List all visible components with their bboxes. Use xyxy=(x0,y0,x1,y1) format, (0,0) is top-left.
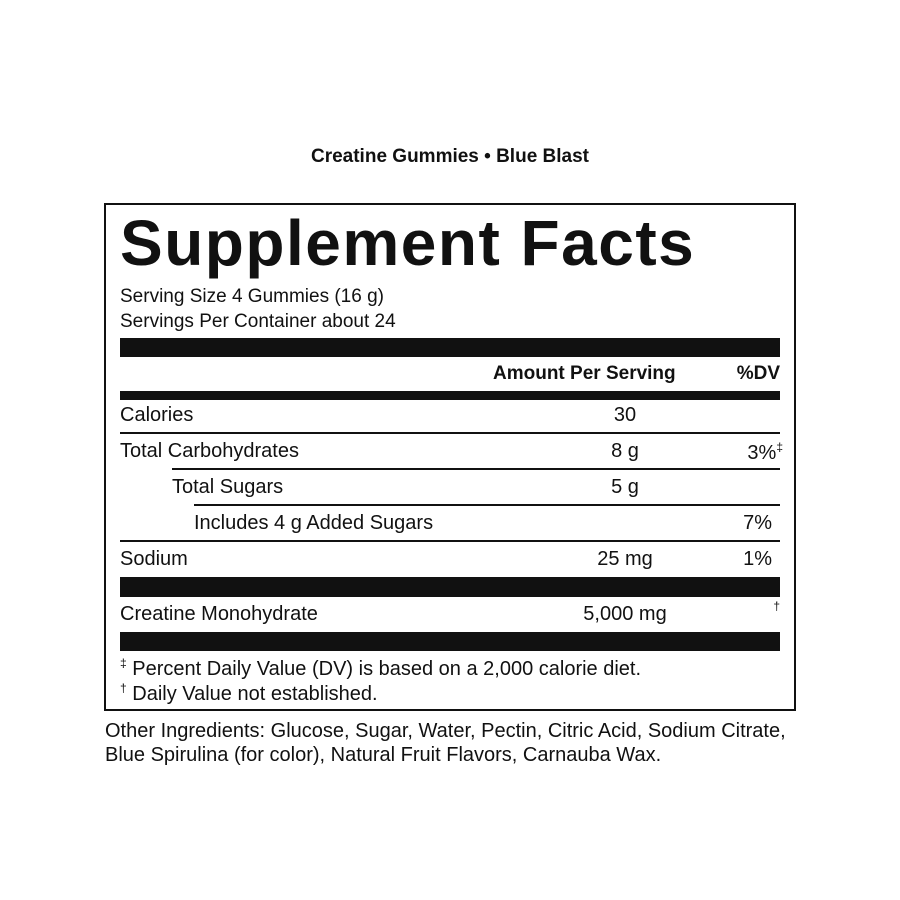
servings-per-container: Servings Per Container about 24 xyxy=(120,311,396,332)
footnote-symbol: † xyxy=(120,681,127,695)
footnote-text: Percent Daily Value (DV) is based on a 2… xyxy=(132,658,642,680)
nutrient-dv: 7% xyxy=(743,512,772,534)
nutrient-name: Total Carbohydrates xyxy=(120,440,299,462)
serving-size: Serving Size 4 Gummies (16 g) xyxy=(120,286,384,307)
row-rule xyxy=(172,468,780,470)
footnote: † Daily Value not established. xyxy=(120,682,378,704)
nutrient-amount: 5 g xyxy=(611,476,639,498)
column-header: %DV xyxy=(736,363,780,384)
thick-bar xyxy=(120,338,780,357)
nutrient-name: Includes 4 g Added Sugars xyxy=(194,512,434,534)
thick-bar xyxy=(120,577,780,597)
product-header: Creatine Gummies • Blue Blast xyxy=(310,146,589,167)
footnote: ‡ Percent Daily Value (DV) is based on a… xyxy=(120,657,641,679)
nutrient-dv: 1% xyxy=(743,548,772,570)
nutrient-amount: 25 mg xyxy=(597,548,653,570)
nutrient-dv: 3%‡ xyxy=(747,441,783,463)
footnote-symbol: ‡ xyxy=(120,656,127,670)
thick-bar xyxy=(120,632,780,651)
row-rule xyxy=(194,504,780,506)
footnote-text: Daily Value not established. xyxy=(132,683,378,705)
facts-title: Supplement Facts xyxy=(120,207,696,279)
row-rule xyxy=(120,540,780,542)
nutrient-name: Sodium xyxy=(120,548,188,570)
dv-mark: † xyxy=(773,599,780,613)
nutrient-amount: 30 xyxy=(613,404,637,426)
other-ingredients: Other Ingredients: Glucose, Sugar, Water… xyxy=(105,720,786,766)
column-header: Amount Per Serving xyxy=(493,363,676,384)
thick-bar xyxy=(120,391,780,400)
nutrient-name: Total Sugars xyxy=(172,476,284,498)
nutrient-name: Calories xyxy=(120,404,194,426)
dv-mark: ‡ xyxy=(776,440,783,454)
row-rule xyxy=(120,432,780,434)
facts-box xyxy=(104,203,796,711)
nutrient-amount: 8 g xyxy=(611,440,639,462)
nutrient-amount: 5,000 mg xyxy=(583,603,667,625)
nutrient-name: Creatine Monohydrate xyxy=(120,603,318,625)
dv-value: 3% xyxy=(747,442,777,464)
